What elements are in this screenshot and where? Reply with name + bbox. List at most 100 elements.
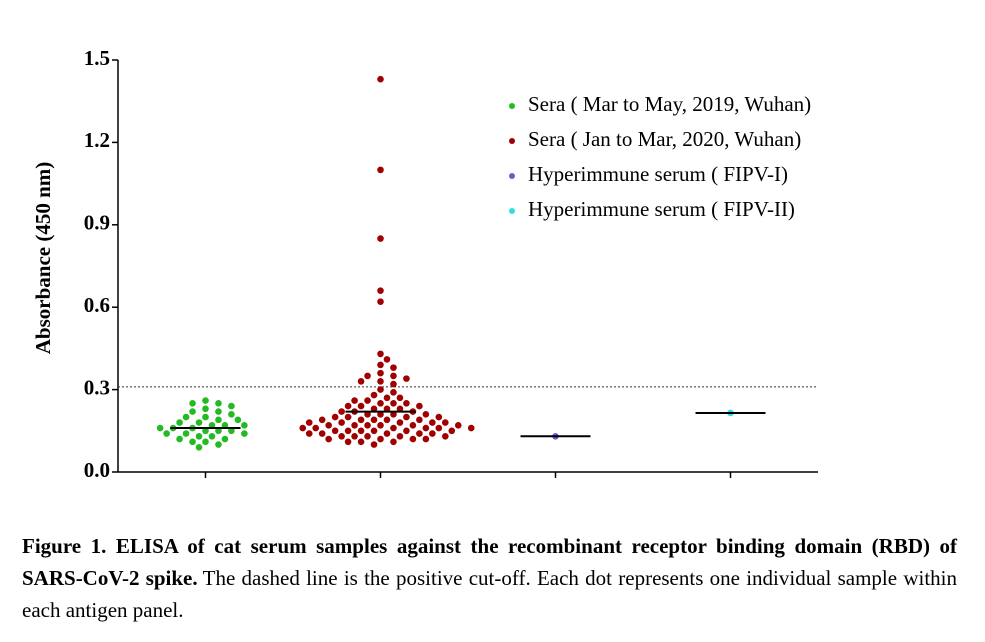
data-point xyxy=(467,424,475,432)
data-point xyxy=(221,435,229,443)
y-tick-label: 0.3 xyxy=(84,375,110,399)
caption: Figure 1. ELISA of cat serum samples aga… xyxy=(22,530,957,626)
data-point xyxy=(195,443,203,451)
data-point xyxy=(442,432,449,440)
data-point xyxy=(364,411,371,418)
data-point xyxy=(364,372,371,380)
data-point xyxy=(377,378,384,385)
data-point xyxy=(383,416,391,424)
data-point xyxy=(215,408,222,415)
data-point xyxy=(351,432,358,440)
data-point xyxy=(377,369,384,377)
data-point xyxy=(390,364,397,371)
data-point xyxy=(370,416,378,424)
data-point xyxy=(344,402,352,410)
data-point xyxy=(208,422,216,429)
data-point xyxy=(344,413,352,421)
data-point xyxy=(422,424,430,432)
legend-label: Hyperimmune serum ( FIPV-II) xyxy=(528,197,795,221)
data-point xyxy=(312,424,320,432)
data-point xyxy=(377,75,384,83)
data-point xyxy=(390,438,397,446)
data-point xyxy=(202,427,209,435)
data-point xyxy=(409,422,417,429)
data-point xyxy=(202,413,209,421)
data-point xyxy=(377,386,384,393)
data-point xyxy=(331,427,339,435)
data-point xyxy=(454,422,462,429)
data-point xyxy=(390,389,397,396)
data-point xyxy=(416,430,423,437)
data-point xyxy=(338,432,345,440)
data-point xyxy=(195,419,203,426)
data-point xyxy=(357,438,365,446)
data-point xyxy=(383,405,391,413)
data-point xyxy=(370,391,378,399)
data-point xyxy=(396,405,404,413)
data-point xyxy=(429,419,436,426)
data-point xyxy=(221,422,229,429)
data-point xyxy=(318,416,326,424)
data-point xyxy=(189,438,196,446)
legend-marker xyxy=(509,138,515,144)
data-point xyxy=(357,416,365,424)
data-point xyxy=(442,419,449,426)
data-point xyxy=(429,430,436,437)
data-point xyxy=(448,427,456,435)
data-point xyxy=(377,166,384,174)
data-point xyxy=(383,356,391,363)
data-point xyxy=(299,424,307,432)
data-point xyxy=(370,427,378,435)
data-point xyxy=(390,372,397,380)
y-tick-label: 0.6 xyxy=(84,293,110,317)
data-point xyxy=(377,350,384,358)
data-point xyxy=(383,394,391,402)
data-point xyxy=(390,411,397,418)
data-point xyxy=(390,424,397,432)
legend-label: Hyperimmune serum ( FIPV-I) xyxy=(528,162,788,186)
data-point xyxy=(422,411,430,418)
data-point xyxy=(215,416,222,424)
data-point xyxy=(403,375,410,382)
data-point xyxy=(202,397,209,404)
data-point xyxy=(357,378,365,385)
data-point xyxy=(241,422,248,429)
data-point xyxy=(364,432,371,440)
data-point xyxy=(176,419,183,426)
data-point xyxy=(364,422,371,429)
data-point xyxy=(403,400,410,407)
y-axis-label: Absorbance (450 nm) xyxy=(31,162,55,355)
legend-marker xyxy=(509,173,515,179)
data-point xyxy=(234,416,242,424)
data-point xyxy=(390,380,397,388)
data-point xyxy=(325,422,332,429)
data-point xyxy=(344,438,352,446)
data-point xyxy=(208,432,216,440)
legend-marker xyxy=(509,208,515,214)
data-point xyxy=(351,397,358,404)
data-point xyxy=(409,435,417,443)
data-point xyxy=(215,400,222,407)
data-point xyxy=(351,422,358,429)
data-point xyxy=(176,435,183,443)
data-point xyxy=(377,361,384,369)
data-point xyxy=(422,435,430,443)
data-point xyxy=(416,402,423,410)
data-point xyxy=(325,435,332,443)
data-point xyxy=(396,419,404,426)
data-point xyxy=(390,400,397,407)
data-point xyxy=(370,405,378,413)
data-point xyxy=(195,432,203,440)
data-point xyxy=(305,419,313,426)
data-point xyxy=(377,400,384,407)
data-point xyxy=(228,427,235,435)
data-point xyxy=(396,432,404,440)
data-point xyxy=(396,394,404,402)
data-point xyxy=(241,430,248,437)
data-point xyxy=(331,413,339,421)
caption-bold: Figure 1. ELISA of cat serum samples aga… xyxy=(22,534,957,590)
legend-marker xyxy=(509,103,515,109)
data-point xyxy=(383,430,391,437)
data-point xyxy=(416,416,423,424)
